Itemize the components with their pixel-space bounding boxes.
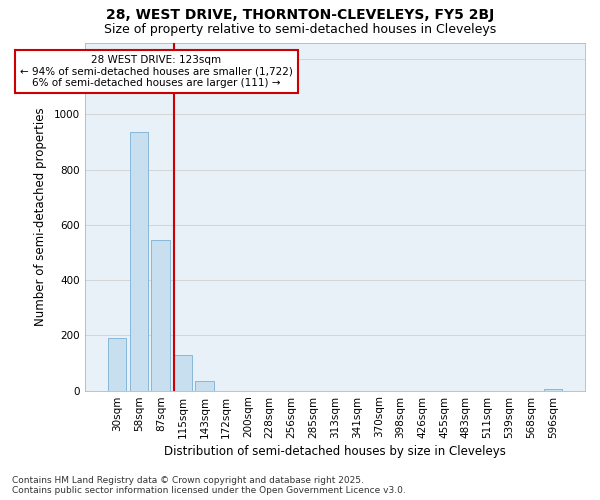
Bar (544, 389, 562, 390)
Bar (130, 132, 148, 390)
Bar (151, 240, 170, 390)
Text: Contains HM Land Registry data © Crown copyright and database right 2025.
Contai: Contains HM Land Registry data © Crown c… (12, 476, 406, 495)
X-axis label: Distribution of semi-detached houses by size in Cleveleys: Distribution of semi-detached houses by … (164, 444, 506, 458)
Bar (108, 338, 127, 390)
Bar (195, 381, 214, 390)
Text: Size of property relative to semi-detached houses in Cleveleys: Size of property relative to semi-detach… (104, 22, 496, 36)
Text: 28 WEST DRIVE: 123sqm
← 94% of semi-detached houses are smaller (1,722)
6% of se: 28 WEST DRIVE: 123sqm ← 94% of semi-deta… (20, 55, 293, 88)
Text: 28, WEST DRIVE, THORNTON-CLEVELEYS, FY5 2BJ: 28, WEST DRIVE, THORNTON-CLEVELEYS, FY5 … (106, 8, 494, 22)
Y-axis label: Number of semi-detached properties: Number of semi-detached properties (34, 107, 47, 326)
Bar (173, 354, 192, 390)
